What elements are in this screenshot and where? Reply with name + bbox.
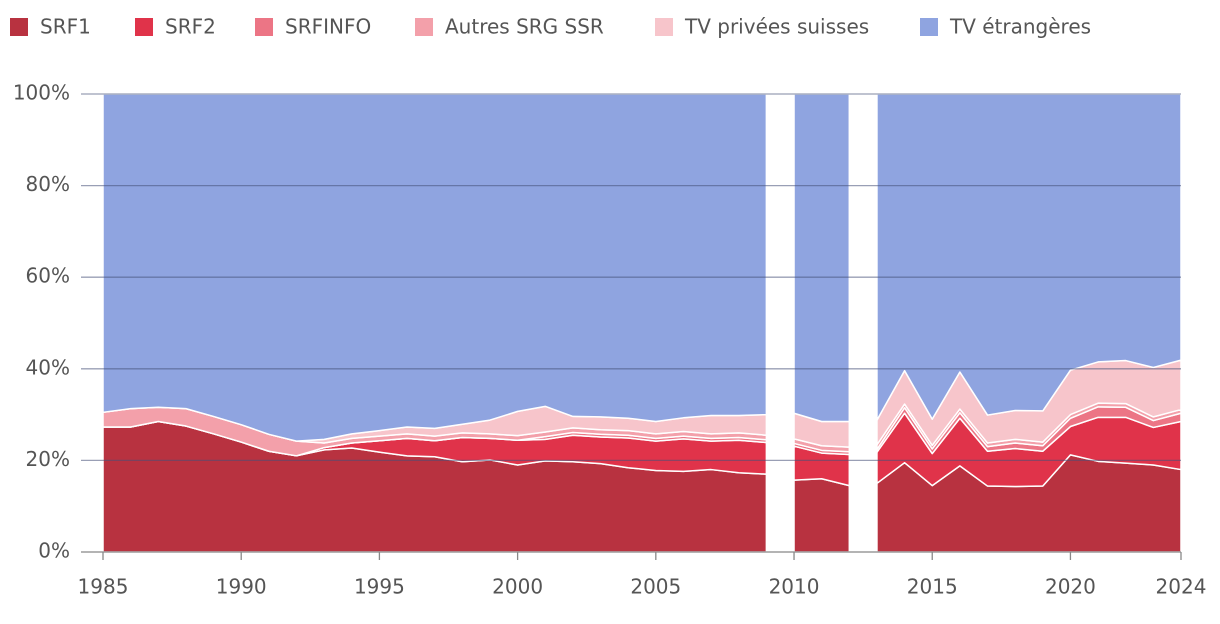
y-tick-label: 0% xyxy=(38,539,70,563)
x-tick-label: 2024 xyxy=(1156,575,1207,599)
legend-label: Autres SRG SSR xyxy=(445,15,604,39)
legend-swatch xyxy=(655,18,673,36)
x-tick-label: 2005 xyxy=(630,575,681,599)
x-tick-label: 2000 xyxy=(492,575,543,599)
legend-label: SRF1 xyxy=(40,15,91,39)
legend-swatch xyxy=(920,18,938,36)
x-tick-label: 1990 xyxy=(216,575,267,599)
legend-label: SRFINFO xyxy=(285,15,371,39)
legend-swatch xyxy=(10,18,28,36)
y-tick-label: 20% xyxy=(26,447,70,471)
x-tick-label: 2010 xyxy=(769,575,820,599)
legend-label: TV étrangères xyxy=(949,15,1091,39)
legend-swatch xyxy=(415,18,433,36)
area xyxy=(102,93,1182,442)
x-tick-label: 2020 xyxy=(1045,575,1096,599)
y-tick-label: 40% xyxy=(26,355,70,379)
x-tick-label: 1995 xyxy=(354,575,405,599)
y-tick-label: 60% xyxy=(26,264,70,288)
y-tick-label: 80% xyxy=(26,172,70,196)
legend-swatch xyxy=(135,18,153,36)
x-tick-label: 2015 xyxy=(907,575,958,599)
y-tick-label: 100% xyxy=(13,81,70,105)
legend-swatch xyxy=(255,18,273,36)
legend-label: SRF2 xyxy=(165,15,216,39)
legend-label: TV privées suisses xyxy=(684,15,869,39)
x-tick-label: 1985 xyxy=(78,575,129,599)
